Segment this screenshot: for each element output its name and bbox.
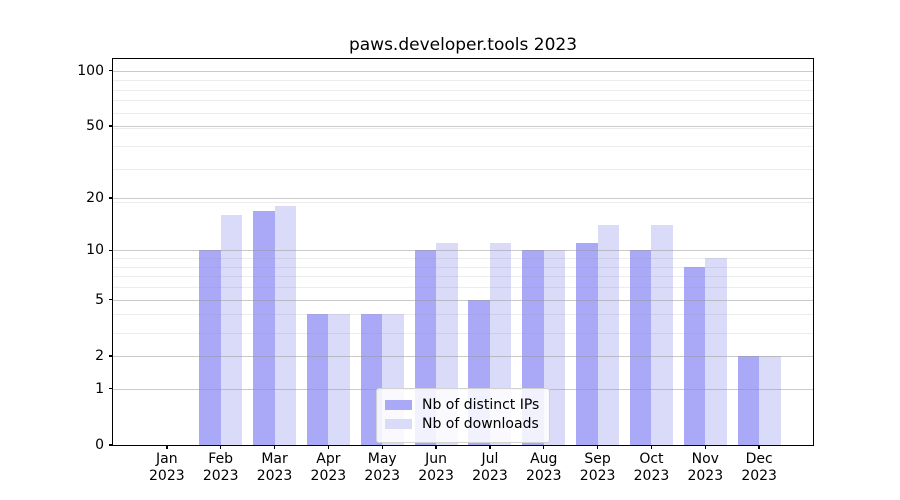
- x-tick-mark-nov: [704, 445, 706, 449]
- gridline-minor: [113, 100, 813, 102]
- gridline-major-20: [113, 198, 813, 199]
- gridline-minor: [113, 89, 813, 91]
- x-tick-label-nov: Nov 2023: [687, 451, 724, 484]
- y-tick-label-0: 0: [95, 437, 104, 453]
- gridline-major-5: [113, 299, 813, 301]
- y-tick-mark-50: [108, 125, 113, 127]
- gridline-minor: [113, 266, 813, 268]
- y-tick-mark-1: [108, 388, 113, 390]
- y-tick-mark-20: [108, 197, 113, 199]
- gridline-minor: [113, 127, 813, 129]
- y-tick-label-20: 20: [86, 190, 104, 206]
- y-tick-mark-0: [108, 444, 113, 446]
- x-tick-label-aug: Aug 2023: [525, 451, 562, 484]
- bar-distinct-ips-mar: [253, 210, 275, 445]
- bar-downloads-mar: [274, 206, 297, 445]
- x-tick-mark-jan: [166, 445, 168, 449]
- gridline-major-50: [113, 126, 813, 128]
- x-tick-label-jul: Jul 2023: [472, 451, 508, 484]
- x-tick-label-oct: Oct 2023: [633, 451, 670, 484]
- x-tick-label-apr: Apr 2023: [310, 451, 347, 484]
- x-tick-label-feb: Feb 2023: [202, 451, 239, 484]
- gridline-minor: [113, 169, 813, 171]
- y-tick-mark-100: [108, 69, 113, 72]
- bar-distinct-ips-dec: [737, 355, 760, 445]
- chart-title: paws.developer.tools 2023: [348, 35, 578, 55]
- x-tick-mark-oct: [650, 445, 653, 449]
- y-tick-mark-2: [108, 355, 113, 357]
- gridline-minor: [113, 276, 813, 278]
- gridline-minor: [113, 332, 813, 334]
- x-tick-mark-mar: [273, 445, 276, 449]
- x-tick-label-jun: Jun 2023: [418, 451, 454, 484]
- gridline-minor: [113, 314, 813, 316]
- bar-downloads-feb: [220, 215, 243, 445]
- gridline-minor: [113, 112, 813, 114]
- legend-label-downloads: Nb of downloads: [422, 416, 539, 432]
- plot-area: Nb of distinct IPs Nb of downloads: [112, 58, 814, 446]
- x-tick-mark-aug: [543, 445, 545, 449]
- y-tick-label-1: 1: [95, 380, 104, 397]
- x-tick-mark-jun: [435, 445, 437, 449]
- y-tick-mark-10: [108, 249, 113, 252]
- gridline-minor: [113, 258, 813, 260]
- x-tick-label-mar: Mar 2023: [256, 451, 293, 484]
- legend: Nb of distinct IPs Nb of downloads: [376, 388, 551, 443]
- x-tick-mark-sep: [596, 445, 599, 449]
- y-tick-label-100: 100: [77, 62, 104, 79]
- gridline-major-10: [113, 250, 813, 252]
- bar-distinct-ips-apr: [306, 314, 329, 445]
- y-tick-label-50: 50: [86, 118, 104, 135]
- y-tick-label-10: 10: [86, 242, 104, 259]
- x-tick-mark-dec: [758, 445, 760, 449]
- x-tick-mark-apr: [327, 445, 330, 449]
- bar-distinct-ips-oct: [629, 250, 652, 445]
- bar-distinct-ips-feb: [199, 250, 221, 445]
- x-tick-label-sep: Sep 2023: [579, 451, 616, 484]
- gridline-minor: [113, 287, 813, 289]
- y-tick-label-2: 2: [95, 347, 104, 364]
- bar-downloads-oct: [651, 225, 673, 445]
- bar-downloads-apr: [328, 314, 350, 445]
- gridline-minor: [113, 145, 813, 147]
- x-tick-label-may: May 2023: [364, 451, 401, 484]
- x-tick-label-dec: Dec 2023: [741, 451, 777, 484]
- x-tick-label-jan: Jan 2023: [149, 451, 185, 484]
- bar-downloads-nov: [705, 258, 727, 445]
- gridline-major-2: [113, 355, 813, 357]
- y-tick-label-5: 5: [95, 291, 104, 308]
- legend-swatch-distinct-ips: [385, 400, 412, 410]
- gridline-minor: [113, 201, 813, 203]
- x-tick-mark-jul: [489, 445, 491, 449]
- bar-downloads-dec: [759, 355, 781, 445]
- x-tick-mark-may: [381, 445, 383, 449]
- gridline-minor: [113, 79, 813, 81]
- bar-distinct-ips-sep: [576, 243, 598, 445]
- legend-item-distinct-ips: Nb of distinct IPs: [385, 398, 539, 412]
- legend-label-distinct-ips: Nb of distinct IPs: [422, 397, 540, 413]
- y-tick-mark-5: [108, 298, 113, 301]
- legend-item-downloads: Nb of downloads: [385, 417, 539, 431]
- legend-swatch-downloads: [385, 419, 412, 429]
- bar-downloads-sep: [597, 225, 620, 445]
- gridline-major-100: [113, 70, 813, 72]
- x-tick-mark-feb: [219, 445, 222, 449]
